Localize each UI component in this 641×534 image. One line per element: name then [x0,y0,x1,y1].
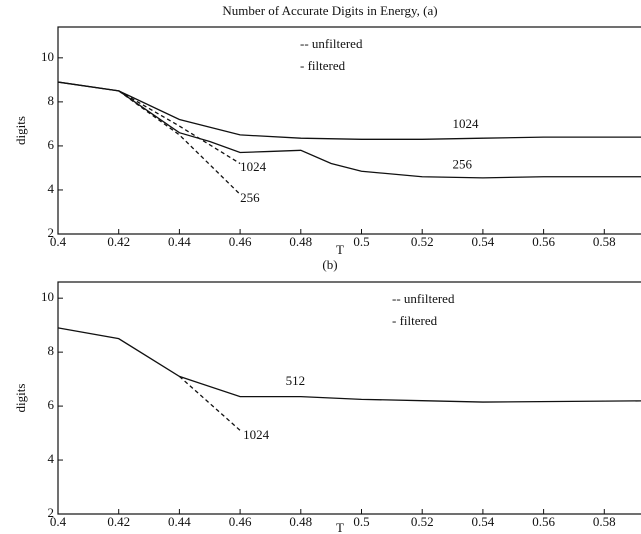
x-tick-label: 0.42 [107,234,130,249]
x-tick-label: 0.54 [472,514,495,529]
y-tick-label: 4 [48,451,55,466]
line-series [118,90,241,165]
line-series [57,327,641,403]
x-tick-label: 0.5 [353,234,369,249]
legend-entry: -- unfiltered [300,36,363,51]
x-tick-label: 0.58 [593,514,616,529]
line-series [57,81,641,140]
x-tick-label: 0.54 [472,234,495,249]
line-label: 512 [286,373,306,388]
x-tick-label: 0.42 [107,514,130,529]
y-tick-label: 10 [41,289,54,304]
line-label: 1024 [453,116,480,131]
x-tick-label: 0.5 [353,514,369,529]
y-tick-label: 10 [41,49,54,64]
line-series [57,81,641,179]
y-tick-label: 8 [48,343,55,358]
y-axis-label: digits [13,384,28,413]
x-tick-label: 0.44 [168,514,191,529]
y-tick-label: 2 [48,225,55,240]
legend-entry: -- unfiltered [392,291,455,306]
line-label: 1024 [240,159,267,174]
y-tick-label: 2 [48,505,55,520]
x-tick-label: 0.56 [532,514,555,529]
y-axis-label: digits [13,116,28,145]
x-tick-label: 0.58 [593,234,616,249]
chart-title: Number of Accurate Digits in Energy, (a) [222,3,437,18]
x-axis-label: T [336,520,344,534]
legend-entry: - filtered [300,58,346,73]
x-tick-label: 0.46 [229,514,252,529]
x-tick-label: 0.48 [289,514,312,529]
line-label: 256 [453,157,473,172]
y-tick-label: 6 [48,397,55,412]
x-tick-label: 0.4 [50,514,67,529]
line-series [118,90,241,195]
line-label: 1024 [243,427,270,442]
x-tick-label: 0.52 [411,234,434,249]
plot-frame [57,281,641,515]
x-tick-label: 0.52 [411,514,434,529]
plot-frame [57,26,641,235]
line-label: 256 [240,190,260,205]
y-tick-label: 6 [48,137,55,152]
x-tick-label: 0.56 [532,234,555,249]
chart-title: (b) [322,257,337,272]
x-tick-label: 0.46 [229,234,252,249]
line-series [178,375,241,431]
legend-entry: - filtered [392,313,438,328]
y-tick-label: 4 [48,181,55,196]
x-tick-label: 0.48 [289,234,312,249]
x-tick-label: 0.4 [50,234,67,249]
x-tick-label: 0.44 [168,234,191,249]
x-axis-label: T [336,242,344,257]
y-tick-label: 8 [48,93,55,108]
